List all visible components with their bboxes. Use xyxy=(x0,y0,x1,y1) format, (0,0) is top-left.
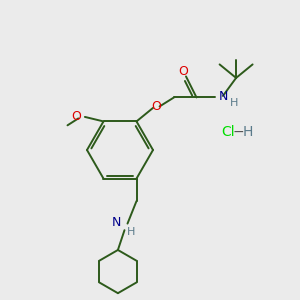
Text: O: O xyxy=(152,100,161,113)
Text: Cl: Cl xyxy=(221,125,235,139)
Text: N: N xyxy=(219,90,228,103)
Text: H: H xyxy=(242,125,253,139)
Text: H: H xyxy=(230,98,238,108)
Text: N: N xyxy=(112,217,121,230)
Text: O: O xyxy=(71,110,81,123)
Text: −: − xyxy=(233,125,244,139)
Text: O: O xyxy=(178,64,188,77)
Text: H: H xyxy=(127,227,135,237)
